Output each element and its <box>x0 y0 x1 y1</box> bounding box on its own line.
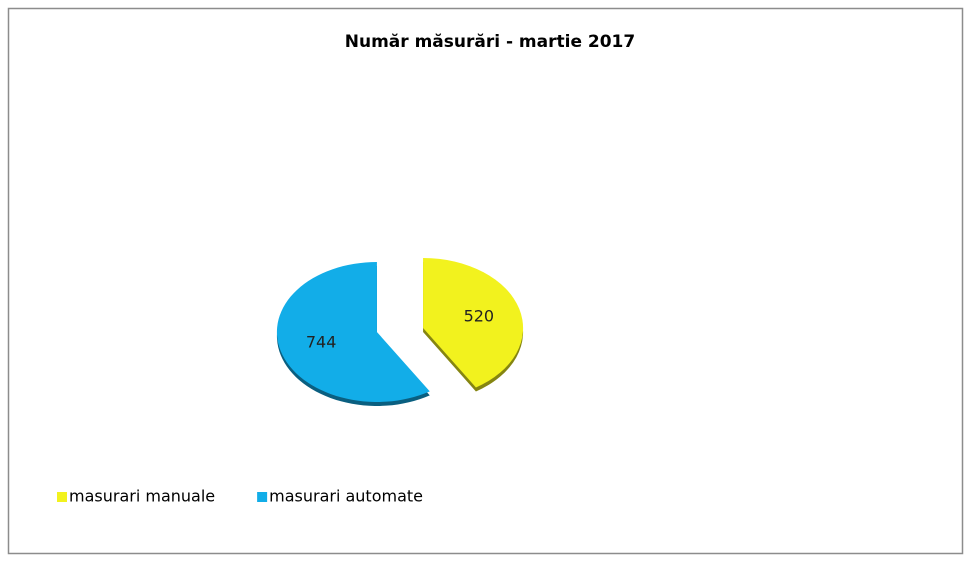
slice <box>423 258 524 388</box>
chart-title: Număr măsurări - martie 2017 <box>345 32 635 52</box>
legend-swatch <box>57 492 67 502</box>
slice <box>276 261 430 402</box>
legend-label: masurari manuale <box>69 487 215 506</box>
legend-swatch <box>257 492 268 502</box>
data-label: 520 <box>464 306 495 325</box>
data-label: 744 <box>306 333 337 352</box>
legend-label: masurari automate <box>269 487 423 506</box>
